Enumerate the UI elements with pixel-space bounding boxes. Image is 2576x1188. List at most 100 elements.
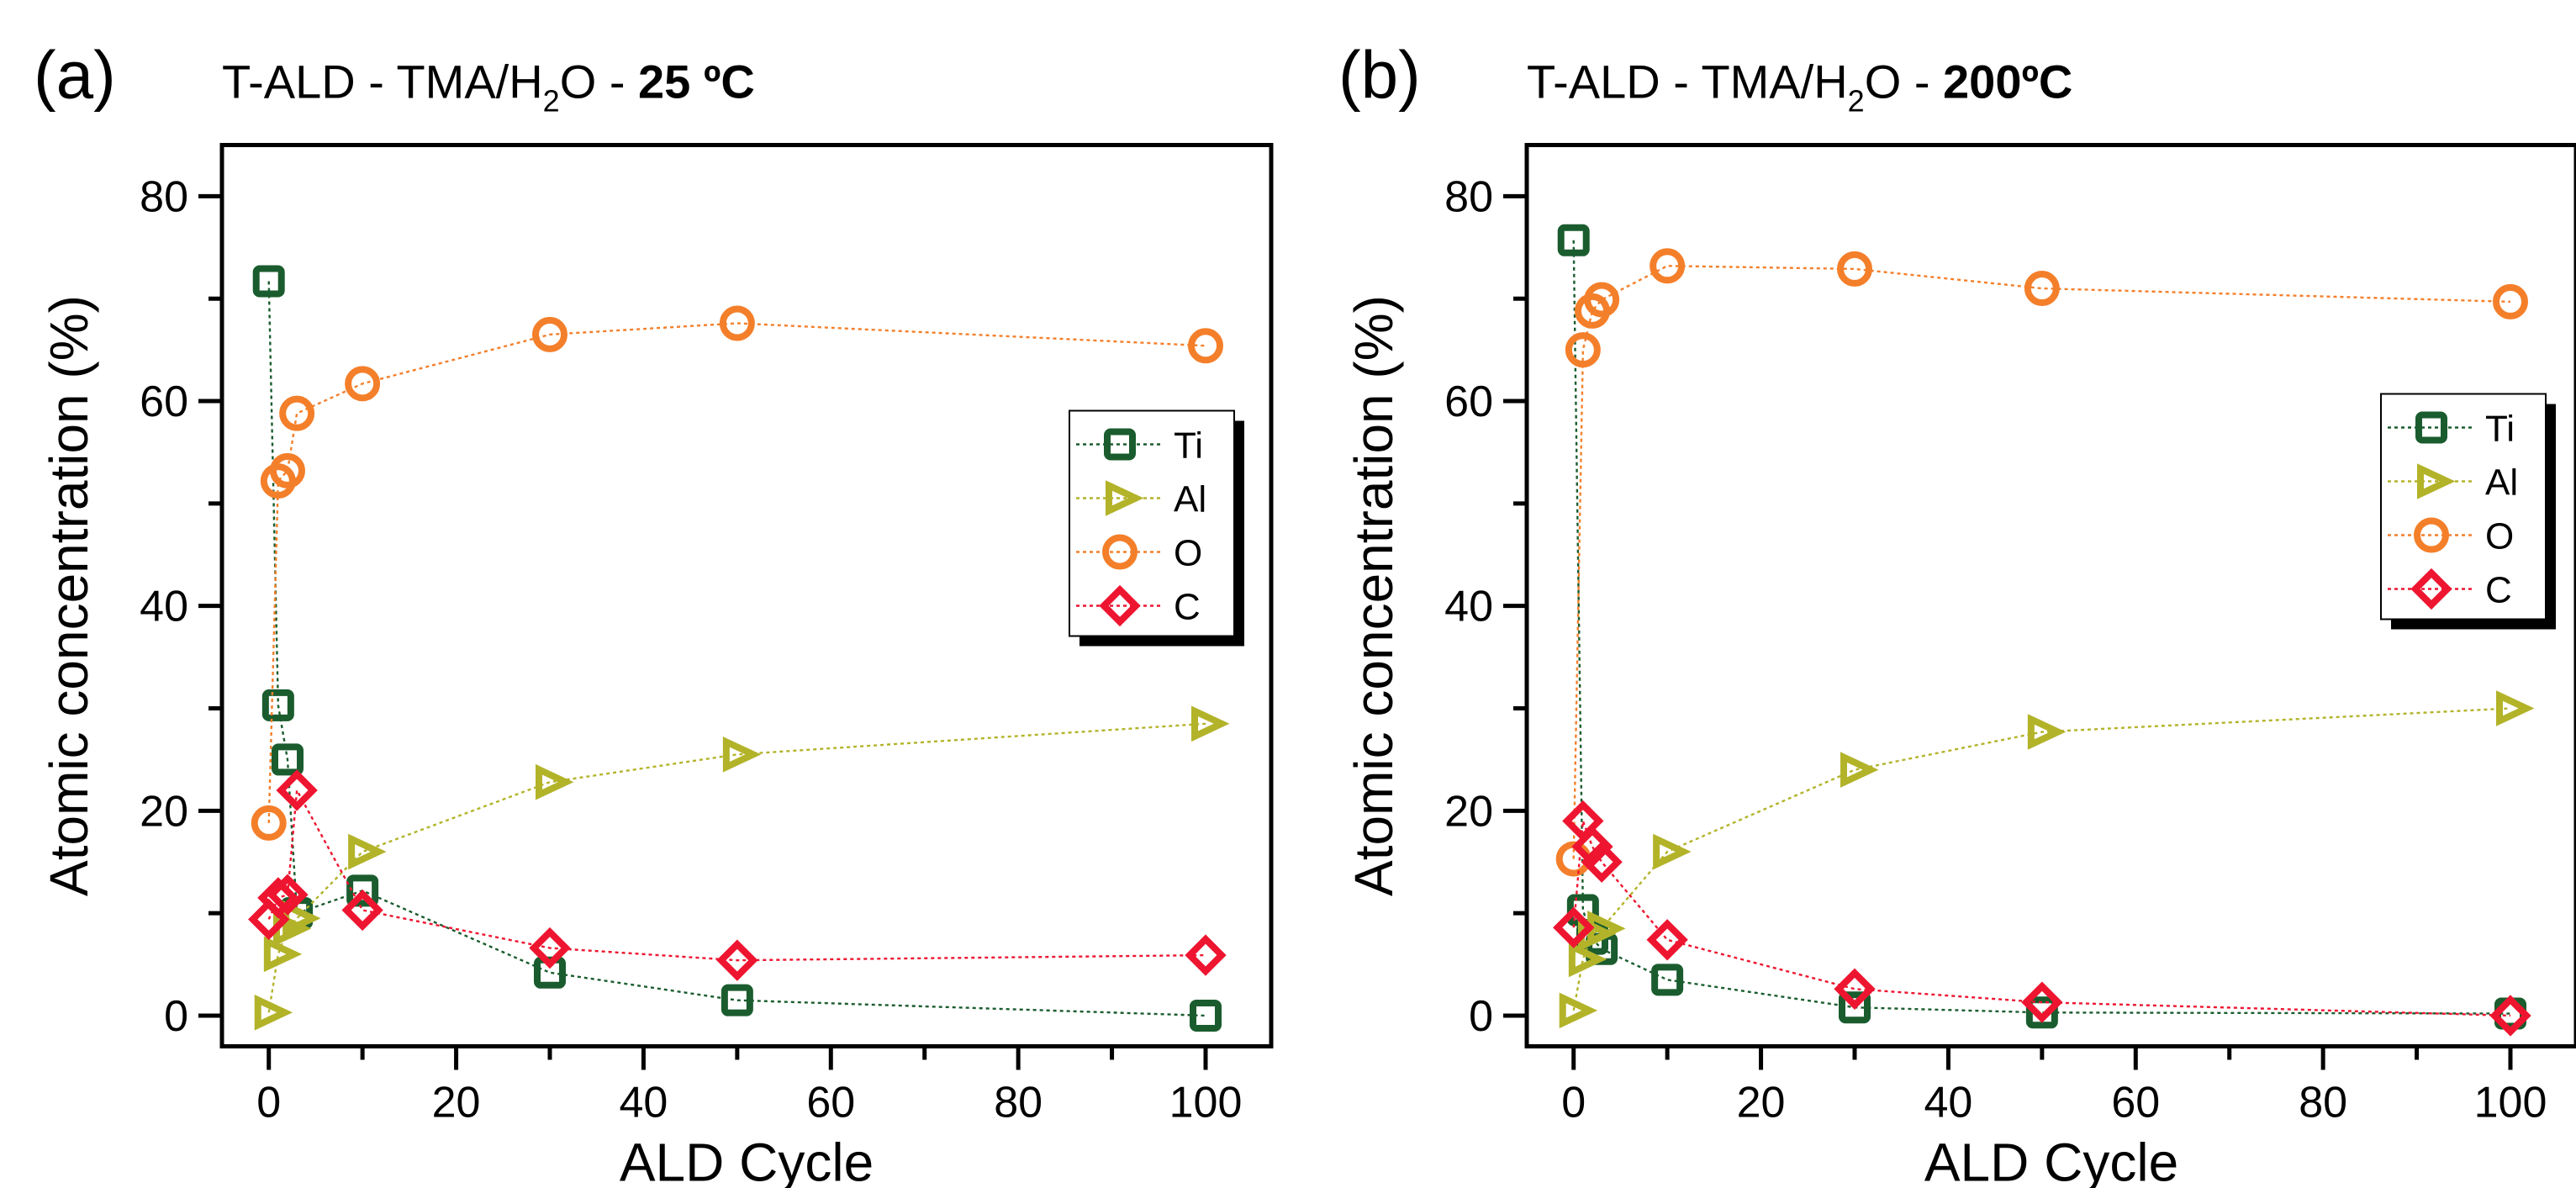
data-point-c — [529, 927, 571, 969]
data-point-al — [2027, 714, 2067, 750]
data-point-c — [2489, 995, 2531, 1037]
data-point-al — [1559, 992, 1598, 1029]
x-tick-label: 20 — [432, 1079, 481, 1127]
y-tick-label: 40 — [1444, 583, 1493, 631]
x-tick-label: 60 — [806, 1079, 855, 1127]
series-c — [248, 769, 1227, 981]
x-tick-label: 0 — [1561, 1079, 1586, 1127]
data-point-ti — [1651, 964, 1684, 996]
legend-marker-ti — [1104, 428, 1136, 461]
data-point-al — [1191, 705, 1230, 742]
data-point-c — [267, 874, 309, 916]
series-al — [254, 705, 1230, 1031]
data-point-ti — [1557, 224, 1590, 256]
chart-title: T-ALD - TMA/H2O - 25 ºC — [222, 55, 755, 119]
data-point-ti — [252, 265, 285, 298]
data-point-o — [1650, 248, 1686, 284]
x-tick-label: 100 — [1169, 1079, 1243, 1127]
data-point-al — [722, 737, 762, 773]
data-point-o — [251, 805, 287, 841]
data-point-al — [2496, 690, 2535, 726]
data-point-ti — [721, 984, 753, 1016]
series-line — [1572, 821, 2511, 1017]
legend-label: Ti — [2485, 409, 2515, 450]
y-tick-label: 80 — [140, 172, 188, 221]
legend: Ti Al OC — [2380, 393, 2556, 630]
data-point-al — [348, 833, 387, 870]
series-o — [251, 305, 1223, 841]
data-point-al — [1840, 752, 1879, 788]
data-point-al — [536, 763, 574, 800]
data-point-ti — [1839, 991, 1871, 1024]
data-point-ti — [1190, 999, 1222, 1032]
series-line — [267, 786, 1206, 962]
data-point-o — [719, 305, 755, 341]
x-tick-label: 40 — [1924, 1079, 1973, 1127]
legend-label: O — [1174, 533, 1202, 574]
data-point-o — [2024, 271, 2060, 307]
y-tick-label: 60 — [140, 378, 188, 426]
legend-label: Ti — [1174, 425, 1203, 467]
chart-title: T-ALD - TMA/H2O - 200ºC — [1527, 55, 2072, 119]
legend-marker-o — [2414, 517, 2449, 553]
data-point-ti — [346, 874, 379, 907]
legend-box — [1069, 409, 1235, 637]
data-point-o — [1565, 332, 1601, 368]
legend: Ti Al OC — [1069, 409, 1244, 647]
legend-box — [2380, 393, 2547, 620]
title-prefix: T-ALD - TMA/H — [222, 55, 543, 108]
data-point-ti — [2025, 996, 2058, 1029]
title-subscript: 2 — [543, 84, 560, 119]
data-point-c — [1834, 968, 1876, 1010]
title-suffix: O - — [1865, 55, 1943, 108]
data-point-c — [1646, 919, 1688, 961]
series-al — [1559, 690, 2535, 1029]
data-point-c — [1571, 826, 1613, 868]
series-line — [1572, 707, 2511, 1011]
y-tick-label: 0 — [164, 992, 188, 1041]
data-point-o — [345, 366, 381, 402]
data-point-c — [2021, 981, 2063, 1023]
y-axis-label: Atomic concentration (%) — [39, 295, 99, 896]
plot-frame — [1524, 143, 2576, 1048]
title-prefix: T-ALD - TMA/H — [1527, 55, 1848, 108]
data-point-o — [1837, 251, 1872, 287]
data-point-ti — [261, 689, 294, 721]
data-point-c — [276, 769, 318, 811]
series-ti — [252, 265, 1222, 1032]
data-point-c — [1185, 934, 1227, 976]
legend-label: O — [2485, 516, 2514, 557]
legend-marker-c — [1099, 584, 1141, 627]
title-temperature: 25 ºC — [638, 55, 755, 108]
legend-marker-al — [1106, 480, 1144, 516]
data-point-ti — [272, 743, 304, 776]
legend-marker-o — [1102, 534, 1138, 570]
y-tick-label: 40 — [140, 583, 188, 631]
x-axis-label: ALD Cycle — [620, 1133, 874, 1188]
legend-label: C — [1174, 587, 1201, 628]
series-c — [1553, 800, 2531, 1037]
data-point-al — [1568, 941, 1607, 978]
series-line — [1572, 265, 2511, 859]
x-tick-label: 60 — [2111, 1079, 2160, 1127]
x-tick-label: 80 — [2299, 1079, 2347, 1127]
x-tick-label: 100 — [2474, 1079, 2547, 1127]
data-point-o — [1188, 328, 1223, 364]
data-point-al — [1653, 833, 1692, 870]
y-tick-label: 80 — [1444, 172, 1493, 221]
legend-marker-ti — [2415, 411, 2447, 444]
legend-marker-c — [2410, 568, 2452, 610]
data-point-al — [254, 995, 293, 1031]
title-subscript: 2 — [1848, 84, 1865, 119]
series-line — [1572, 240, 2511, 1015]
data-point-c — [716, 939, 758, 981]
x-tick-label: 40 — [620, 1079, 668, 1127]
legend-label: C — [2485, 570, 2512, 611]
data-point-o — [270, 452, 305, 488]
y-tick-label: 20 — [1444, 787, 1493, 836]
y-axis-label: Atomic concentration (%) — [1343, 295, 1404, 896]
series-line — [267, 722, 1206, 1013]
x-axis-label: ALD Cycle — [1924, 1133, 2178, 1188]
data-point-c — [257, 877, 299, 919]
y-tick-label: 20 — [140, 787, 188, 836]
